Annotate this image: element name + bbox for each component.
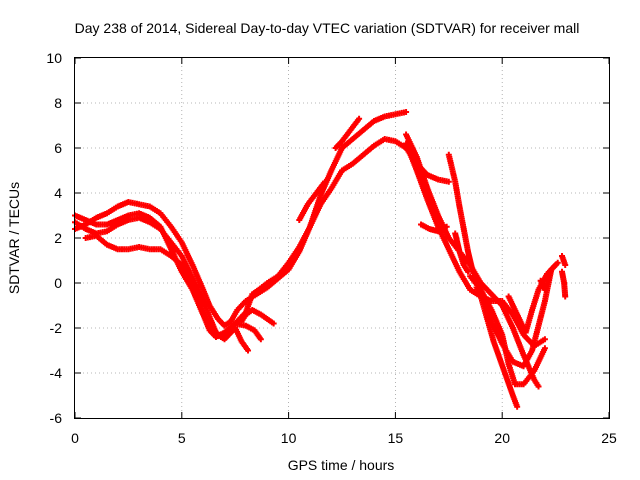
data-point <box>514 403 521 410</box>
x-tick-label: 20 <box>494 430 510 446</box>
y-axis-label: SDTVAR / TECUs <box>6 182 22 294</box>
series-track-18 <box>296 178 328 223</box>
data-point <box>562 262 569 268</box>
axis-ticks <box>74 57 610 419</box>
series-track-13 <box>473 266 555 370</box>
data-point <box>321 178 328 185</box>
series-track-12 <box>477 293 521 410</box>
plot-frame <box>74 57 610 419</box>
y-tick-label: -2 <box>50 320 63 336</box>
series-track-16 <box>559 268 569 300</box>
data-point <box>541 336 548 343</box>
series-track-17 <box>559 253 569 268</box>
data-point <box>554 259 561 266</box>
data-point <box>445 178 452 185</box>
series-track-19 <box>332 115 363 151</box>
y-tick-label: 10 <box>46 50 62 66</box>
series-track-4 <box>82 232 252 354</box>
y-tick-label: 8 <box>54 95 62 111</box>
data-point <box>257 336 264 343</box>
series-track-8 <box>418 221 450 235</box>
x-tick-label: 25 <box>601 430 617 446</box>
data-point <box>443 223 450 230</box>
y-tick-label: 6 <box>54 140 62 156</box>
x-axis-label: GPS time / hours <box>288 457 395 473</box>
series-track-10 <box>452 230 472 275</box>
x-tick-label: 15 <box>388 430 404 446</box>
x-tick-label: 10 <box>281 430 297 446</box>
data-point <box>403 109 410 115</box>
data-point <box>245 347 252 354</box>
x-tick-label: 5 <box>178 430 186 446</box>
data-point <box>562 293 569 300</box>
y-tick-label: -4 <box>50 365 63 381</box>
y-tick-label: 0 <box>54 275 62 291</box>
y-tick-label: 4 <box>54 185 62 201</box>
data-point <box>356 115 363 122</box>
series-track-5 <box>238 307 277 327</box>
data-series <box>72 109 569 410</box>
y-tick-label: -6 <box>50 410 63 426</box>
data-point <box>541 345 548 352</box>
data-point <box>270 320 277 327</box>
x-tick-label: 0 <box>71 430 79 446</box>
series-track-15 <box>537 259 561 293</box>
tick-labels: 0 5 10 15 20 25 -6 -4 -2 0 2 4 6 8 10 <box>46 50 617 446</box>
data-point <box>535 383 542 390</box>
chart-title: Day 238 of 2014, Sidereal Day-to-day VTE… <box>75 20 580 36</box>
series-track-9 <box>445 151 480 282</box>
series-track-2 <box>72 136 452 340</box>
data-point <box>465 268 472 275</box>
y-tick-label: 2 <box>54 230 62 246</box>
